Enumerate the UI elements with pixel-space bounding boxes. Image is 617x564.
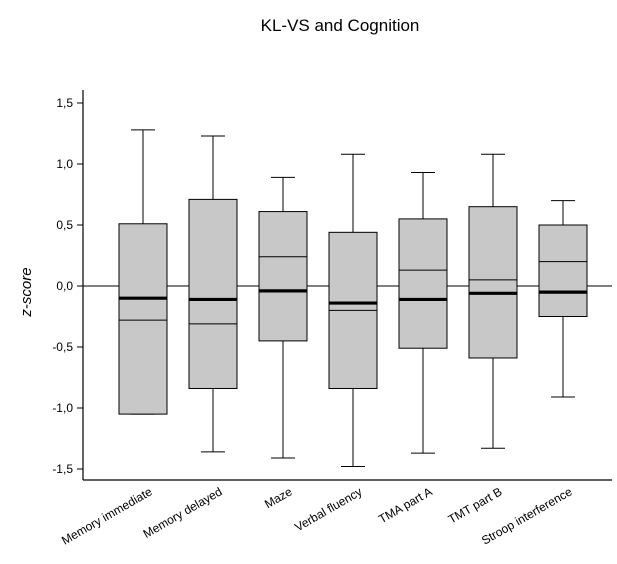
plot-area: -1,5 -1,0 -0,5 0,0 0,5 1,0 1,5 Memory immediate… [52,90,612,548]
y-tick-label: -0,5 [52,340,73,354]
y-tick-label: 0,5 [56,218,73,232]
box-body [118,223,168,415]
y-tick-label: -1,0 [52,401,73,415]
box-body [468,206,518,359]
y-tick-label: 1,0 [56,157,73,171]
category-label: TMT part B [446,484,505,526]
y-axis-label: z-score [18,267,35,317]
chart-title: KL-VS and Cognition [260,16,420,35]
category-label: Verbal fluency [292,484,364,534]
box-body [398,218,448,349]
category-label: Memory delayed [141,484,225,540]
category-label: Memory immediate [59,484,155,547]
box-body [188,198,238,389]
y-tick-label: 0,0 [56,279,73,293]
y-tick-label: 1,5 [56,96,73,110]
category-label: Maze [262,484,295,511]
box-body [258,211,308,342]
category-label: TMA part A [376,484,434,526]
y-tick-label: -1,5 [52,462,73,476]
box-body [538,224,588,317]
